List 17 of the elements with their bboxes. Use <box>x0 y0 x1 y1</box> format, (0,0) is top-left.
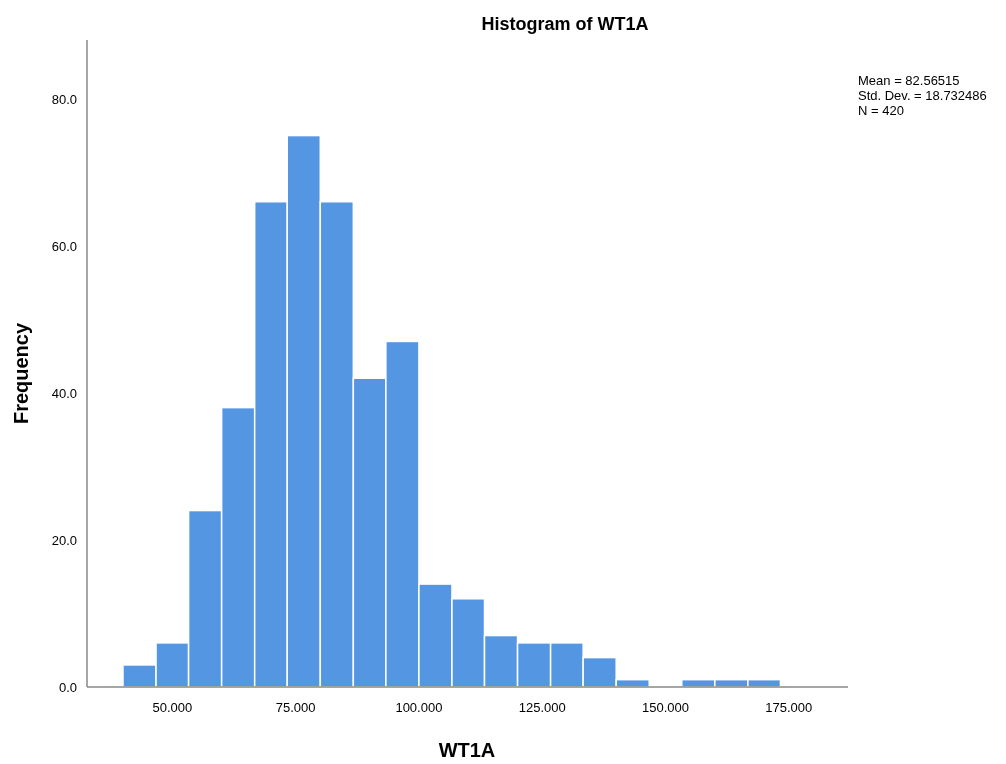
x-tick-label: 50.000 <box>152 700 193 715</box>
text: N = 420 <box>858 103 904 118</box>
chart-title: Histogram of WT1A <box>481 14 649 34</box>
x-tick-label: 175.000 <box>765 700 813 715</box>
x-tick-label: 75.000 <box>275 700 316 715</box>
x-tick-label: 125.000 <box>518 700 566 715</box>
y-tick-label: 80.0 <box>51 91 77 107</box>
y-tick-label: 60.0 <box>51 238 77 254</box>
text: Std. Dev. = 18.732486 <box>858 88 987 103</box>
text: Mean = 82.56515 <box>858 73 960 88</box>
y-tick-label: 20.0 <box>51 532 77 548</box>
y-tick-label: 0.0 <box>58 680 77 695</box>
y-axis-title: Frequency <box>10 322 32 425</box>
y-tick-label: 40.0 <box>51 385 77 401</box>
x-axis-title: WT1A <box>438 739 496 761</box>
x-tick-label: 150.000 <box>642 700 690 715</box>
x-tick-label: 100.000 <box>395 700 443 715</box>
